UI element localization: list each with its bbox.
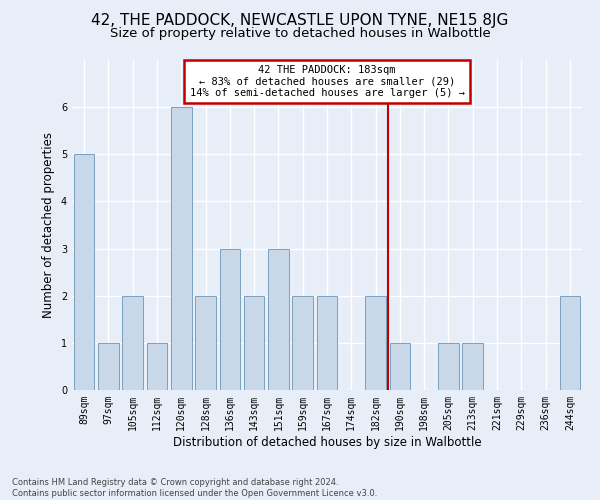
- Bar: [365, 296, 386, 390]
- Bar: [146, 343, 167, 390]
- Bar: [220, 248, 240, 390]
- Bar: [268, 248, 289, 390]
- Bar: [122, 296, 143, 390]
- Bar: [438, 343, 459, 390]
- Bar: [98, 343, 119, 390]
- Bar: [244, 296, 265, 390]
- Bar: [74, 154, 94, 390]
- Bar: [195, 296, 216, 390]
- Y-axis label: Number of detached properties: Number of detached properties: [43, 132, 55, 318]
- X-axis label: Distribution of detached houses by size in Walbottle: Distribution of detached houses by size …: [173, 436, 481, 448]
- Text: Contains HM Land Registry data © Crown copyright and database right 2024.
Contai: Contains HM Land Registry data © Crown c…: [12, 478, 377, 498]
- Bar: [560, 296, 580, 390]
- Bar: [389, 343, 410, 390]
- Bar: [292, 296, 313, 390]
- Bar: [463, 343, 483, 390]
- Bar: [171, 107, 191, 390]
- Bar: [317, 296, 337, 390]
- Text: 42, THE PADDOCK, NEWCASTLE UPON TYNE, NE15 8JG: 42, THE PADDOCK, NEWCASTLE UPON TYNE, NE…: [91, 12, 509, 28]
- Text: 42 THE PADDOCK: 183sqm
← 83% of detached houses are smaller (29)
14% of semi-det: 42 THE PADDOCK: 183sqm ← 83% of detached…: [190, 65, 464, 98]
- Text: Size of property relative to detached houses in Walbottle: Size of property relative to detached ho…: [110, 28, 490, 40]
